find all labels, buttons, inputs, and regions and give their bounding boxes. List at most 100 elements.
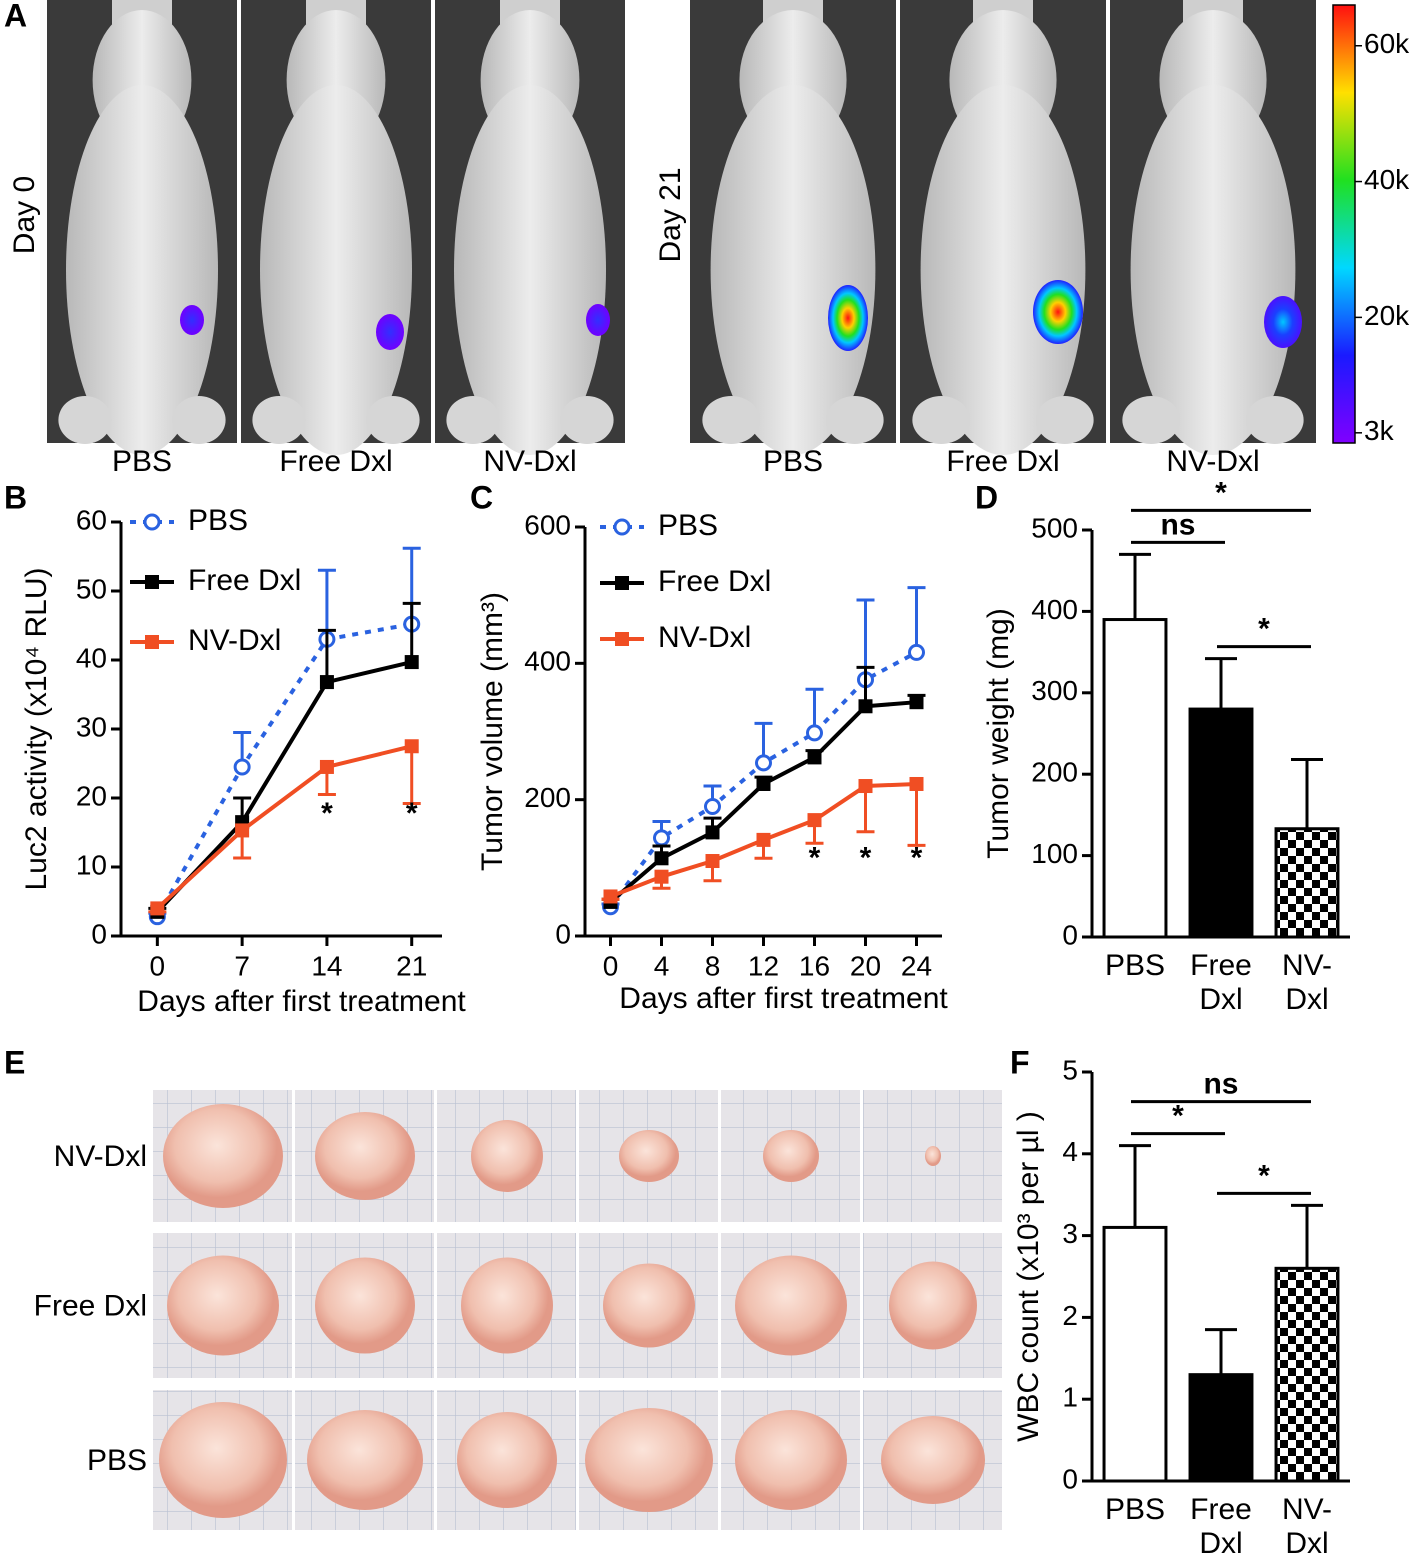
bar <box>1102 1225 1168 1483</box>
mouse-leg <box>1245 396 1304 444</box>
y-axis-label: WBC count (x10³ per µl ) <box>1012 1111 1045 1442</box>
series-line <box>155 744 413 910</box>
tumor <box>461 1257 553 1354</box>
x-tick-label: 16 <box>799 950 830 981</box>
series-line <box>155 622 413 918</box>
tumor <box>307 1410 423 1510</box>
significance-label: * <box>1172 1100 1184 1133</box>
bar <box>1188 707 1254 939</box>
data-point <box>404 655 419 670</box>
y-tick-label: 200 <box>1031 757 1078 788</box>
data-point <box>705 854 720 869</box>
x-tick-label: 0 <box>603 950 619 981</box>
x-tick-label: 8 <box>705 950 721 981</box>
legend-marker <box>145 575 159 589</box>
tumor <box>585 1408 713 1512</box>
y-tick-label: 3 <box>1062 1218 1078 1249</box>
y-tick-label: 2 <box>1062 1300 1078 1331</box>
legend-marker <box>145 635 159 649</box>
legend-label: NV-Dxl <box>658 621 751 654</box>
x-tick-label: PBS <box>1105 1493 1165 1526</box>
mouse-leg <box>560 396 614 444</box>
x-tick-label: 0 <box>150 950 166 981</box>
colorbar-tick-label: 60k <box>1364 28 1410 59</box>
x-tick-label: 12 <box>748 950 779 981</box>
x-tick-label: Free Dxl <box>1190 1493 1252 1558</box>
panel-label: D <box>975 479 998 515</box>
legend-label: NV-Dxl <box>188 624 281 657</box>
x-tick-label: NV-Dxl <box>1282 1493 1332 1558</box>
panel-label: F <box>1010 1044 1030 1080</box>
legend-marker <box>613 518 631 536</box>
x-axis-label: Days after first treatment <box>619 982 948 1015</box>
significance-label: ns <box>1203 1068 1238 1101</box>
bioluminescence-spot <box>1033 280 1083 344</box>
mouse-leg <box>252 396 306 444</box>
y-tick-label: 500 <box>1031 512 1078 543</box>
tumor <box>881 1416 985 1504</box>
tumor <box>167 1255 279 1356</box>
y-tick-label: 40 <box>76 642 107 673</box>
data-point <box>807 750 822 765</box>
y-tick-label: 50 <box>76 573 107 604</box>
tumor <box>315 1257 415 1354</box>
data-point <box>755 754 772 772</box>
significance-label: * <box>1258 1159 1270 1192</box>
legend-label: Free Dxl <box>658 565 771 598</box>
data-point <box>704 797 721 815</box>
row-label: PBS <box>87 1444 147 1477</box>
data-point <box>654 869 669 884</box>
y-tick-label: 0 <box>1062 1463 1078 1494</box>
panel-label: B <box>4 479 27 515</box>
tumor <box>457 1412 557 1508</box>
significance-label: * <box>1215 476 1227 509</box>
tumor <box>315 1112 415 1200</box>
data-point <box>705 825 720 840</box>
annotation: * <box>406 797 418 830</box>
colorbar <box>1332 4 1356 444</box>
mouse-leg <box>1035 396 1094 444</box>
annotation: * <box>809 842 821 875</box>
y-tick-label: 4 <box>1062 1136 1078 1167</box>
y-tick-label: 10 <box>76 849 107 880</box>
mouse-leg <box>446 396 500 444</box>
data-point <box>319 759 334 774</box>
data-point <box>654 851 669 866</box>
bioluminescence-spot <box>180 305 204 335</box>
mouse-leg <box>825 396 884 444</box>
legend-label: PBS <box>658 509 718 542</box>
mouse-leg <box>912 396 971 444</box>
y-tick-label: 300 <box>1031 675 1078 706</box>
y-tick-label: 30 <box>76 711 107 742</box>
data-point <box>404 739 419 754</box>
group-label: NV-Dxl <box>1166 445 1259 478</box>
colorbar-tick-label: 20k <box>1364 300 1410 331</box>
y-tick-label: 200 <box>524 782 571 813</box>
row-label: Free Dxl <box>34 1289 147 1322</box>
data-point <box>908 643 925 661</box>
tumor <box>471 1120 543 1192</box>
panel-label: E <box>4 1044 25 1080</box>
legend-label: Free Dxl <box>188 564 301 597</box>
y-tick-label: 60 <box>76 504 107 535</box>
data-point <box>150 901 165 916</box>
x-tick-label: NV-Dxl <box>1282 949 1332 1016</box>
data-point <box>603 889 618 904</box>
y-tick-label: 600 <box>524 509 571 540</box>
day-label: Day 0 <box>8 176 41 254</box>
data-point <box>756 832 771 847</box>
x-axis-label: Days after first treatment <box>137 985 466 1018</box>
x-tick-label: PBS <box>1105 949 1165 982</box>
mouse-leg <box>702 396 761 444</box>
bioluminescence-spot <box>376 314 404 350</box>
y-tick-label: 100 <box>1031 838 1078 869</box>
y-tick-label: 0 <box>555 918 571 949</box>
mouse-body <box>920 85 1086 455</box>
group-label: NV-Dxl <box>483 445 576 478</box>
tumor <box>925 1146 941 1166</box>
x-tick-label: 7 <box>234 950 250 981</box>
bioluminescence-spot <box>828 285 868 351</box>
mouse-leg <box>366 396 420 444</box>
x-tick-label: 21 <box>396 950 427 981</box>
